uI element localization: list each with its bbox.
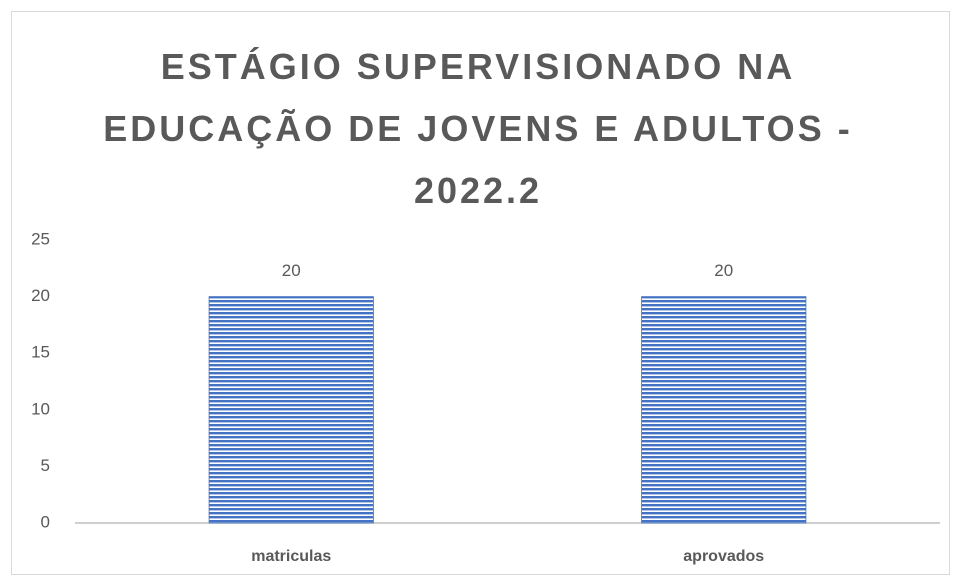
chart-title: ESTÁGIO SUPERVISIONADO NA EDUCAÇÃO DE JO…	[103, 46, 853, 211]
bar	[641, 296, 807, 524]
data-label: 20	[282, 261, 301, 280]
data-label: 20	[714, 261, 733, 280]
bar	[208, 296, 374, 524]
y-tick-label: 25	[31, 229, 50, 248]
x-tick-label: matriculas	[251, 548, 331, 565]
y-tick-label: 5	[41, 456, 50, 475]
y-tick-label: 10	[31, 399, 50, 418]
chart-border	[11, 11, 950, 575]
y-tick-label: 20	[31, 286, 50, 305]
y-tick-label: 15	[31, 343, 50, 362]
y-tick-label: 0	[41, 512, 50, 531]
x-tick-label: aprovados	[683, 548, 764, 565]
